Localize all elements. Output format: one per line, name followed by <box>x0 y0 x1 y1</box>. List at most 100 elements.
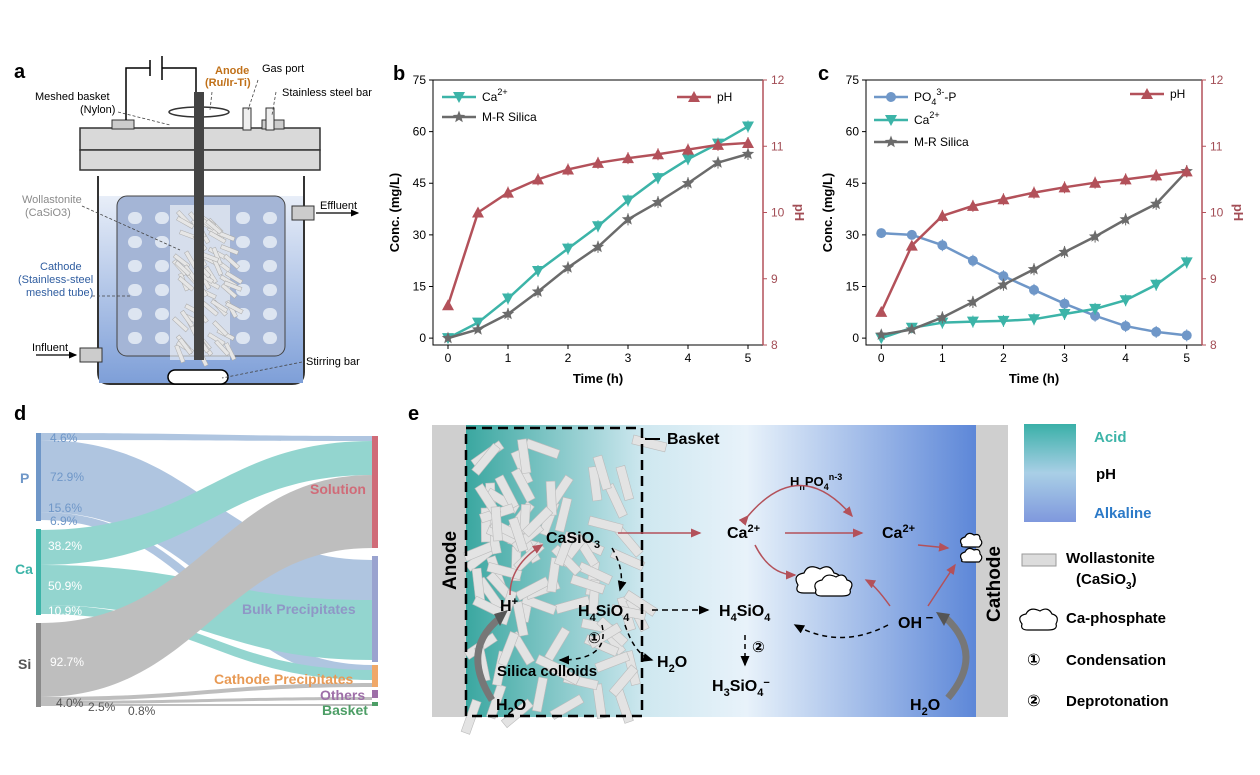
effluent-label: Effluent <box>320 200 357 212</box>
sankey-flow-label: 38.2% <box>48 539 82 553</box>
x-tick-label: 0 <box>445 351 452 365</box>
data-point <box>592 156 604 168</box>
data-point <box>997 315 1010 327</box>
wollastonite-rod <box>510 467 536 503</box>
wollastonite-rod <box>176 216 195 230</box>
panel-label-a: a <box>14 61 26 83</box>
data-point <box>966 199 979 211</box>
wollastonite-rod <box>210 298 229 313</box>
wollastonite-rod <box>592 454 612 491</box>
legend-ph: pH <box>1096 466 1116 483</box>
sankey-chart: P Ca Si Solution Bulk Precipitates Catho… <box>15 431 378 718</box>
sankey-flow-label: 6.9% <box>50 514 78 528</box>
data-point <box>651 195 665 208</box>
wollastonite-rod <box>214 339 231 357</box>
data-point <box>1119 173 1132 185</box>
legend-label: M-R Silica <box>914 135 969 149</box>
panel-label-d: d <box>14 403 26 425</box>
data-point <box>501 307 515 320</box>
mesh-hole <box>236 236 250 248</box>
mesh-hole <box>155 332 169 344</box>
legend-deprotonation-mark: ② <box>1027 693 1041 710</box>
y-tick-label: 15 <box>846 279 860 293</box>
data-point <box>876 228 887 239</box>
data-point <box>682 154 694 166</box>
y-right-tick-label: 8 <box>771 338 778 352</box>
anode-label: Anode <box>215 65 249 77</box>
sankey-flow-si-cathode <box>40 683 372 701</box>
data-point <box>1120 321 1131 332</box>
panel-label-c: c <box>818 63 829 85</box>
anode-rod <box>194 92 204 360</box>
wollastonite-rod <box>623 589 658 617</box>
wollastonite-rod <box>220 244 239 256</box>
data-point <box>652 148 664 160</box>
hplus-label: H+ <box>500 596 518 615</box>
h2o-right-curve <box>943 615 970 701</box>
wollastonite-rod <box>608 664 639 698</box>
wollastonite-rod <box>225 301 244 315</box>
mesh-holes <box>128 212 277 344</box>
anode-vertical-label: Anode <box>440 531 461 590</box>
data-point <box>997 193 1010 205</box>
mesh-hole <box>128 332 142 344</box>
y-tick-label: 75 <box>846 73 860 87</box>
ca-phosphate-cathode <box>959 532 983 563</box>
cathode-vertical-label: Cathode <box>984 546 1005 622</box>
sankey-label-cathode: Cathode Precipitates <box>214 671 353 687</box>
data-point <box>1119 295 1132 307</box>
data-point <box>682 143 694 155</box>
y-tick-label: 30 <box>846 228 860 242</box>
data-point <box>875 333 888 345</box>
data-point <box>1150 197 1163 210</box>
data-point <box>711 156 725 168</box>
wollastonite-rod <box>615 465 635 501</box>
x-tick-label: 1 <box>939 351 946 365</box>
y-tick-label: 45 <box>846 176 860 190</box>
x-tick-label: 3 <box>1061 351 1068 365</box>
y-right-tick-label: 10 <box>771 206 785 220</box>
x-tick-label: 2 <box>1000 351 1007 365</box>
y-right-tick-label: 12 <box>1210 73 1224 87</box>
x-tick-label: 5 <box>745 351 752 365</box>
legend-deprotonation: Deprotonation <box>1066 693 1169 710</box>
anode-sub-label: (Ru/Ir-Ti) <box>205 77 251 89</box>
wollastonite-rod <box>205 219 223 235</box>
sankey-flow-label: 15.6% <box>48 501 82 515</box>
y-right-tick-label: 11 <box>1210 139 1223 153</box>
silica-colloids-label: Silica colloids <box>497 663 597 680</box>
wollastonite-rod <box>223 253 240 270</box>
data-point <box>442 299 454 311</box>
mesh-hole <box>155 308 169 320</box>
sankey-node-others <box>372 690 378 698</box>
x-tick-label: 3 <box>625 351 632 365</box>
y-right-tick-label: 11 <box>771 139 784 153</box>
data-point <box>1089 303 1102 315</box>
x-tick-label: 5 <box>1183 351 1190 365</box>
legend-condensation-mark: ① <box>1027 652 1041 669</box>
wollastonite-rod <box>610 604 647 621</box>
sankey-node-solution <box>372 436 378 548</box>
h4sio4-left: H4SiO4 <box>578 603 630 624</box>
wollastonite-label: Wollastonite <box>22 194 82 206</box>
cathode-label: Cathode <box>40 261 82 273</box>
data-point <box>1028 186 1040 198</box>
y-tick-label: 60 <box>413 125 427 139</box>
y-tick-label: 60 <box>846 125 860 139</box>
wollastonite-rod <box>179 309 195 328</box>
legend-ca-phosphate-icon <box>1019 608 1058 631</box>
data-point <box>502 186 514 198</box>
cathode-sub1: (Stainless-steel <box>18 274 93 286</box>
sankey-label-basket: Basket <box>322 702 368 718</box>
wollastonite-rod <box>554 595 591 615</box>
legend-wollastonite: Wollastonite <box>1066 550 1155 567</box>
data-point <box>1151 326 1162 337</box>
mesh-hole <box>155 212 169 224</box>
legend-acid: Acid <box>1094 429 1127 446</box>
condensation-mark: ① <box>588 630 601 647</box>
legend-label: Ca2+ <box>482 87 508 104</box>
ph-colorbar <box>1024 424 1076 522</box>
legend-label: M-R Silica <box>482 110 537 124</box>
data-point <box>966 295 980 308</box>
